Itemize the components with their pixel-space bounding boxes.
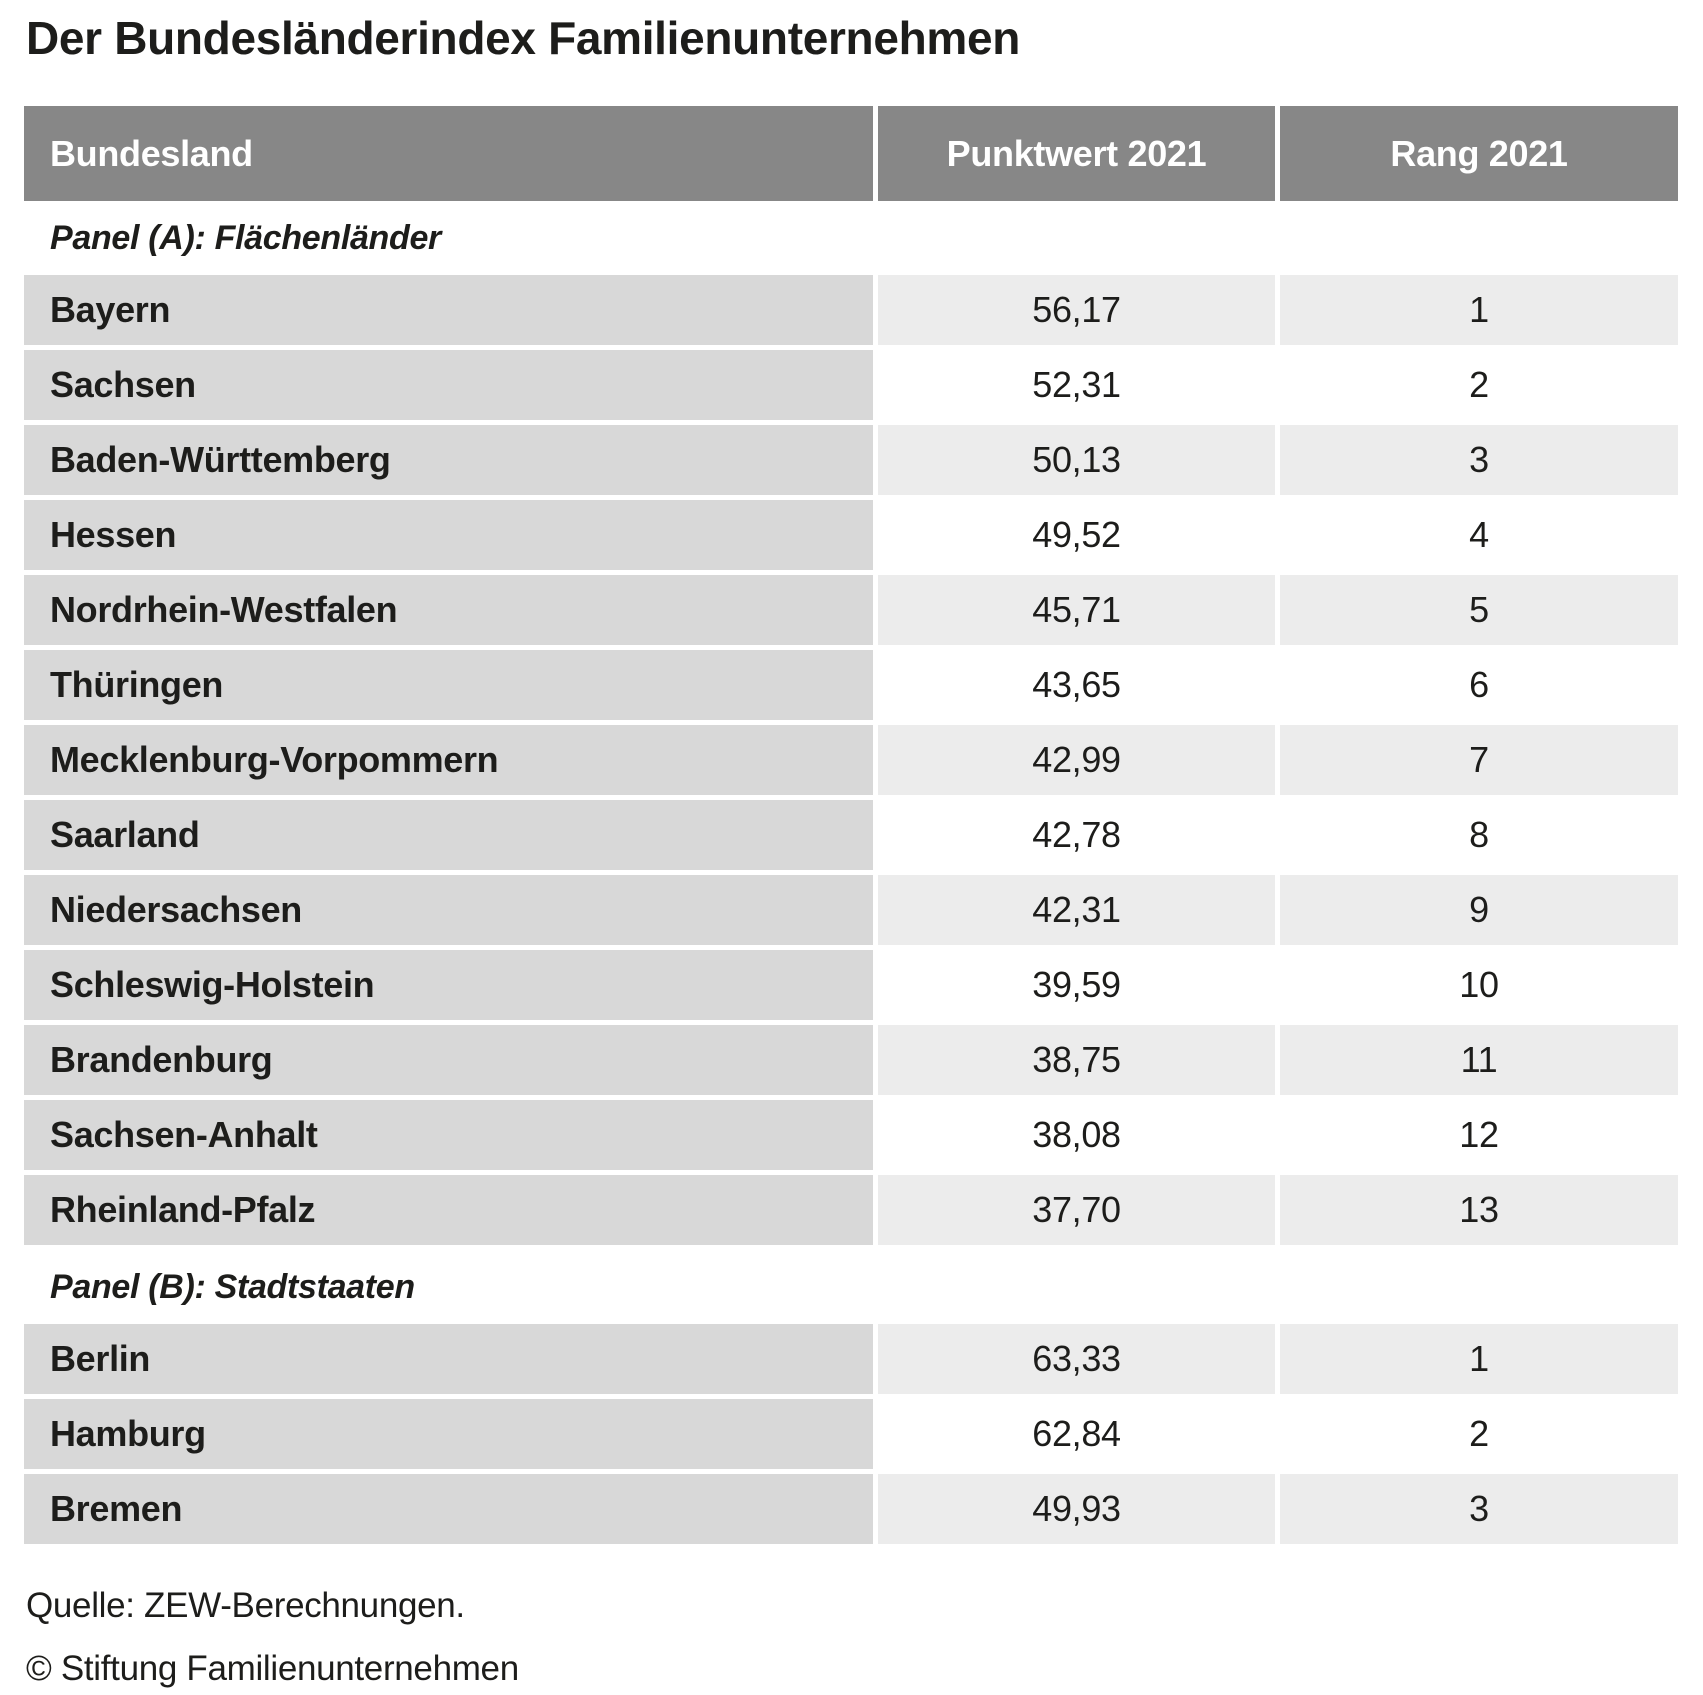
punktwert-cell: 56,17 (878, 275, 1275, 346)
bundesland-cell: Schleswig-Holstein (24, 950, 873, 1021)
punktwert-cell: 52,31 (878, 350, 1275, 421)
table-row: Niedersachsen 42,31 9 (24, 875, 1678, 946)
bundesland-cell: Sachsen (24, 350, 873, 421)
table-panel: Panel (A): Flächenländer Bayern 56,17 1 Sach… (24, 201, 1678, 1246)
table-row: Berlin 63,33 1 (24, 1324, 1678, 1395)
bundesland-cell: Saarland (24, 800, 873, 871)
figure-footer: Quelle: ZEW-Berechnungen. © Stiftung Fam… (26, 1584, 1703, 1691)
page-title: Der Bundesländerindex Familienunternehme… (26, 12, 1020, 64)
rang-cell: 9 (1280, 875, 1678, 946)
figure-page: Der Bundesländerindex Familienunternehme… (0, 14, 1703, 1691)
column-header-punktwert: Punktwert 2021 (878, 106, 1275, 202)
table-row: Bremen 49,93 3 (24, 1474, 1678, 1545)
table-row: Sachsen-Anhalt 38,08 12 (24, 1100, 1678, 1171)
table-header-row: Bundesland Punktwert 2021 Rang 2021 (24, 106, 1678, 202)
table-row: Sachsen 52,31 2 (24, 350, 1678, 421)
rang-cell: 11 (1280, 1025, 1678, 1096)
table-row: Hamburg 62,84 2 (24, 1399, 1678, 1470)
punktwert-cell: 50,13 (878, 425, 1275, 496)
table-row: Rheinland-Pfalz 37,70 13 (24, 1175, 1678, 1246)
punktwert-cell: 49,93 (878, 1474, 1275, 1545)
panel-heading: Panel (A): Flächenländer (24, 201, 1678, 276)
table-row: Mecklenburg-Vorpommern 42,99 7 (24, 725, 1678, 796)
column-header-bundesland: Bundesland (24, 106, 873, 202)
table-panel: Panel (B): Stadtstaaten Berlin 63,33 1 Hambu… (24, 1250, 1678, 1545)
rang-cell: 6 (1280, 650, 1678, 721)
rang-cell: 3 (1280, 1474, 1678, 1545)
bundesland-cell: Berlin (24, 1324, 873, 1395)
bundesland-cell: Bremen (24, 1474, 873, 1545)
bundesland-cell: Rheinland-Pfalz (24, 1175, 873, 1246)
table-row: Thüringen 43,65 6 (24, 650, 1678, 721)
rang-cell: 2 (1280, 350, 1678, 421)
rang-cell: 7 (1280, 725, 1678, 796)
punktwert-cell: 42,99 (878, 725, 1275, 796)
punktwert-cell: 42,78 (878, 800, 1275, 871)
rang-cell: 2 (1280, 1399, 1678, 1470)
rang-cell: 1 (1280, 275, 1678, 346)
bundesland-cell: Hessen (24, 500, 873, 571)
punktwert-cell: 38,75 (878, 1025, 1275, 1096)
bundesland-cell: Nordrhein-Westfalen (24, 575, 873, 646)
table-row: Schleswig-Holstein 39,59 10 (24, 950, 1678, 1021)
bundesland-cell: Brandenburg (24, 1025, 873, 1096)
bundesland-cell: Thüringen (24, 650, 873, 721)
bundesland-cell: Baden-Württemberg (24, 425, 873, 496)
rang-cell: 5 (1280, 575, 1678, 646)
source-note: Quelle: ZEW-Berechnungen. (26, 1586, 465, 1626)
table-body: Panel (A): Flächenländer Bayern 56,17 1 Sach… (24, 201, 1678, 1545)
punktwert-cell: 42,31 (878, 875, 1275, 946)
rang-cell: 8 (1280, 800, 1678, 871)
bundesland-cell: Sachsen-Anhalt (24, 1100, 873, 1171)
punktwert-cell: 49,52 (878, 500, 1275, 571)
panel-heading: Panel (B): Stadtstaaten (24, 1250, 1678, 1325)
column-header-rang: Rang 2021 (1280, 106, 1678, 202)
punktwert-cell: 39,59 (878, 950, 1275, 1021)
punktwert-cell: 45,71 (878, 575, 1275, 646)
rang-cell: 10 (1280, 950, 1678, 1021)
table-row: Baden-Württemberg 50,13 3 (24, 425, 1678, 496)
rang-cell: 1 (1280, 1324, 1678, 1395)
rang-cell: 4 (1280, 500, 1678, 571)
table-row: Hessen 49,52 4 (24, 500, 1678, 571)
table-row: Saarland 42,78 8 (24, 800, 1678, 871)
panel-rows: Berlin 63,33 1 Hamburg 62,84 2 Bremen 49,93 3 (24, 1324, 1678, 1545)
table-row: Nordrhein-Westfalen 45,71 5 (24, 575, 1678, 646)
copyright-note: © Stiftung Familienunternehmen (26, 1649, 519, 1689)
rang-cell: 3 (1280, 425, 1678, 496)
panel-rows: Bayern 56,17 1 Sachsen 52,31 2 Baden-Württembe… (24, 275, 1678, 1246)
bundesland-cell: Niedersachsen (24, 875, 873, 946)
punktwert-cell: 38,08 (878, 1100, 1275, 1171)
rang-cell: 13 (1280, 1175, 1678, 1246)
punktwert-cell: 63,33 (878, 1324, 1275, 1395)
bundesland-cell: Mecklenburg-Vorpommern (24, 725, 873, 796)
punktwert-cell: 62,84 (878, 1399, 1275, 1470)
bundesland-cell: Hamburg (24, 1399, 873, 1470)
punktwert-cell: 43,65 (878, 650, 1275, 721)
table-row: Bayern 56,17 1 (24, 275, 1678, 346)
punktwert-cell: 37,70 (878, 1175, 1275, 1246)
table-row: Brandenburg 38,75 11 (24, 1025, 1678, 1096)
rang-cell: 12 (1280, 1100, 1678, 1171)
bundesland-cell: Bayern (24, 275, 873, 346)
bundeslaenderindex-table: Bundesland Punktwert 2021 Rang 2021 Pane… (24, 106, 1678, 1545)
